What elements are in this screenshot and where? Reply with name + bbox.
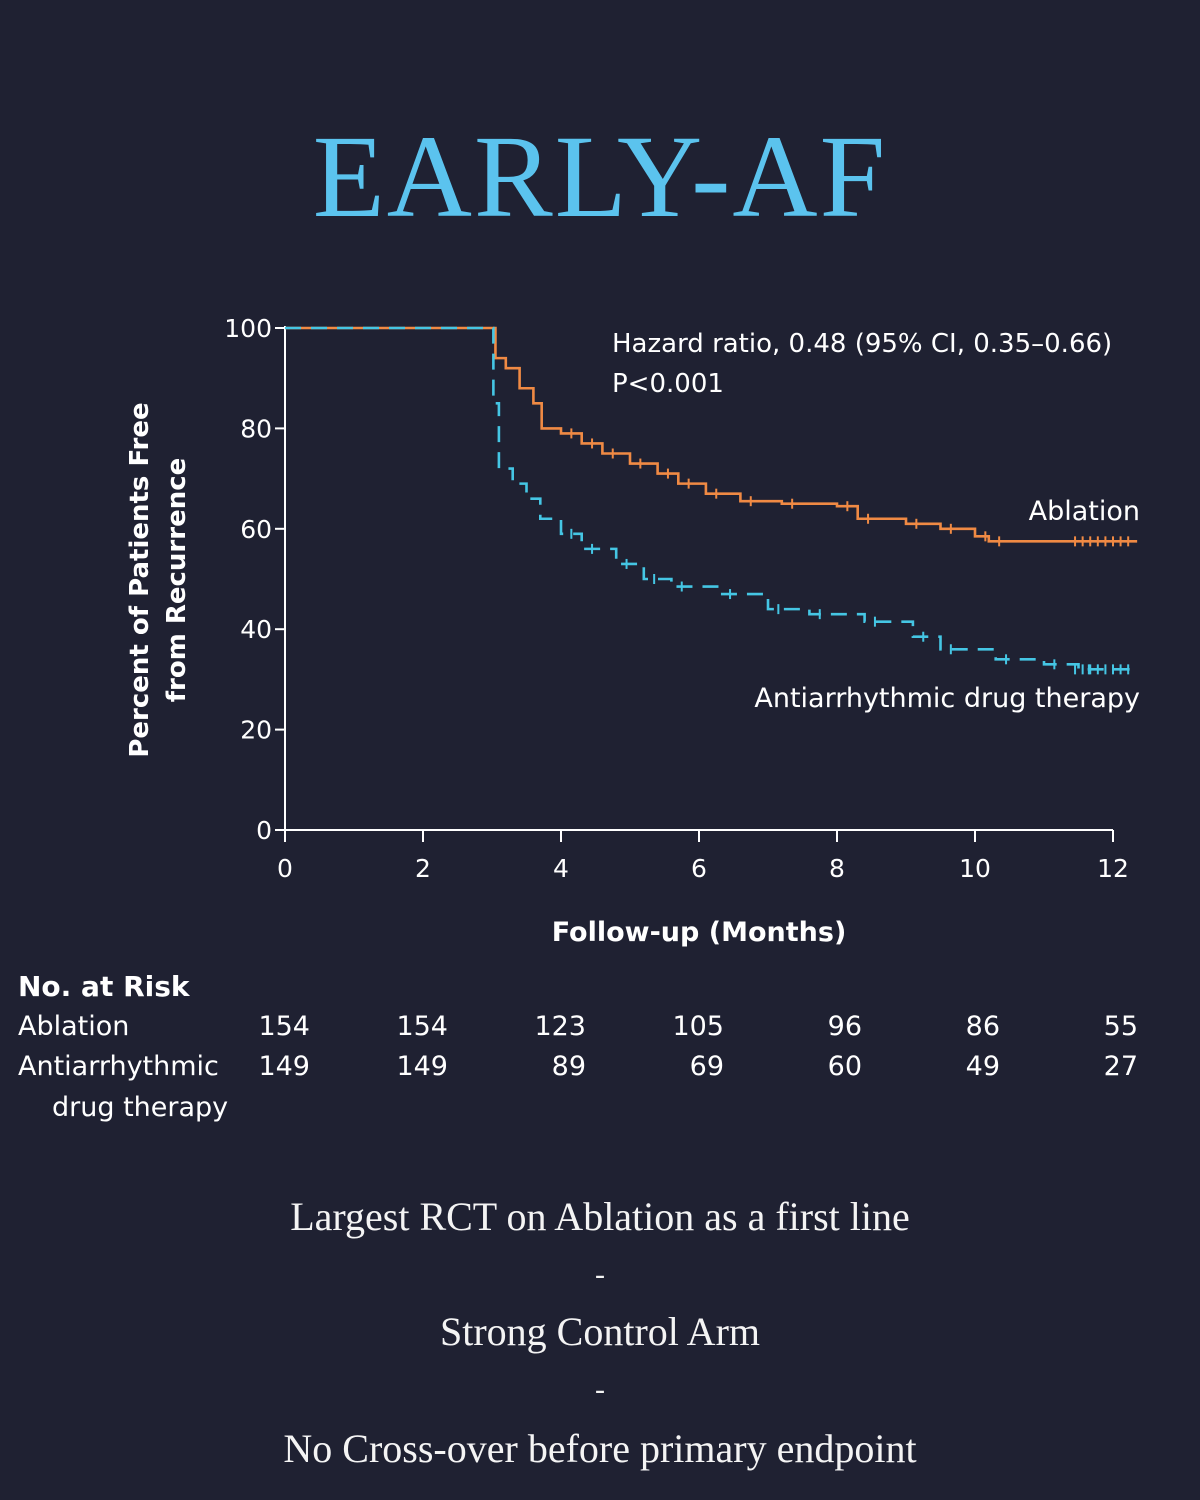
legend-ablation: Ablation: [1029, 496, 1140, 527]
x-tick-label: 0: [277, 854, 293, 883]
x-axis-label: Follow-up (Months): [552, 917, 847, 948]
y-tick-label: 100: [224, 314, 272, 343]
x-tick-label: 4: [553, 854, 569, 883]
x-tick-label: 2: [415, 854, 431, 883]
y-axis-label-line2: from Recurrence: [162, 458, 192, 703]
x-tick-label: 12: [1097, 854, 1129, 883]
caption-line-1: Largest RCT on Ablation as a first line: [290, 1194, 910, 1239]
caption-line-2: Strong Control Arm: [439, 1309, 761, 1354]
x-tick-label: 10: [959, 854, 991, 883]
y-tick-label: 0: [256, 816, 272, 845]
y-tick-label: 80: [240, 414, 272, 443]
page-title: EARLY-AF: [312, 111, 888, 242]
y-tick-label: 40: [240, 615, 272, 644]
p-value-annotation: P<0.001: [612, 369, 724, 399]
y-tick-label: 20: [240, 716, 272, 745]
antiarrhythmic-survival-curve: [285, 326, 1138, 671]
ablation-survival-curve: [285, 326, 1138, 543]
x-tick-label: 6: [691, 854, 707, 883]
hazard-ratio-annotation: Hazard ratio, 0.48 (95% CI, 0.35–0.66): [612, 329, 1112, 359]
caption-separator: -: [595, 1373, 605, 1406]
x-tick-label: 8: [829, 854, 845, 883]
caption-separator: -: [595, 1258, 605, 1291]
chart-labels: Percent of Patients Free from Recurrence…: [125, 329, 1140, 948]
y-tick-label: 60: [240, 515, 272, 544]
chart-axes: 0 20 40 60 80 100 0 2 4 6 8 10 12: [224, 314, 1129, 883]
legend-antiarrhythmic: Antiarrhythmic drug therapy: [754, 683, 1140, 714]
y-axis-label-line1: Percent of Patients Free: [125, 402, 155, 757]
chart-series: [285, 326, 1138, 675]
caption-line-3: No Cross-over before primary endpoint: [283, 1426, 917, 1471]
